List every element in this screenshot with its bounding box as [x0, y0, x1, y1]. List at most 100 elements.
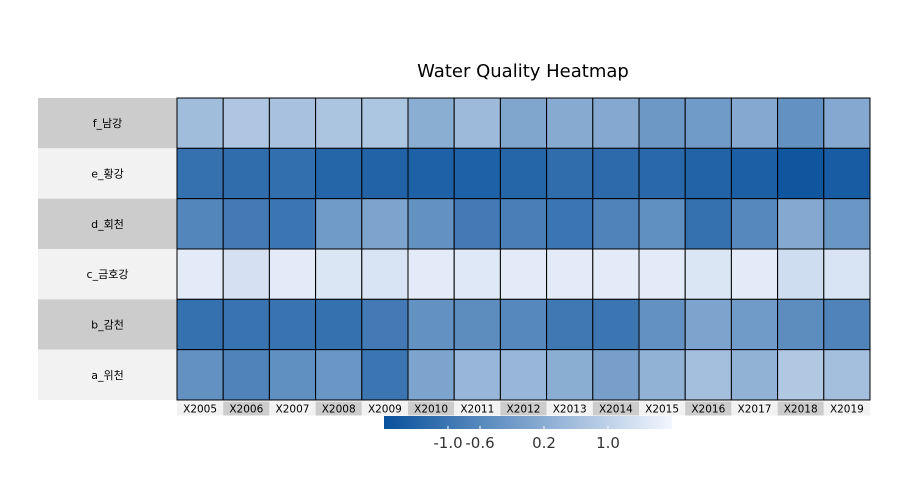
- heatmap-cell: [638, 198, 686, 250]
- heatmap-cell: [684, 349, 732, 401]
- heatmap-cell: [592, 248, 640, 300]
- heatmap-cell: [407, 198, 455, 250]
- heatmap-cell: [777, 97, 825, 149]
- column-label-bg: [361, 401, 408, 416]
- heatmap-cell: [453, 248, 501, 300]
- heatmap-cell: [777, 349, 825, 401]
- heatmap-cell: [453, 147, 501, 200]
- heatmap-cell: [499, 198, 548, 250]
- column-label-bg: [500, 401, 547, 416]
- column-label-bg: [731, 401, 778, 416]
- heatmap-cell: [592, 298, 640, 351]
- column-label: X2008: [322, 403, 356, 415]
- heatmap-cell: [730, 198, 779, 250]
- column-label: X2009: [368, 403, 402, 415]
- row-label-bg: [38, 349, 177, 400]
- column-label: X2014: [599, 403, 633, 415]
- heatmap-cell: [268, 198, 317, 250]
- heatmap-cell: [592, 349, 640, 401]
- row-labels: f_남강 e_황강 d_회천 c_금호강 b_감천 a_위천: [38, 98, 177, 400]
- heatmap-cell: [730, 298, 779, 351]
- heatmap-cell: [684, 298, 732, 351]
- heatmap-cell: [777, 198, 825, 250]
- heatmap-cell: [176, 198, 224, 250]
- heatmap-cell: [176, 298, 224, 351]
- heatmap-cell: [823, 349, 871, 401]
- heatmap-cell: [315, 298, 363, 351]
- heatmap-cell: [453, 97, 501, 149]
- heatmap-cell: [407, 248, 455, 300]
- heatmap-cell: [407, 97, 455, 149]
- column-labels: X2005 X2006 X2007 X2008 X2009 X2010 X2011 X2012…: [177, 401, 870, 416]
- heatmap-cell: [176, 147, 224, 200]
- heatmap-cell: [407, 349, 455, 401]
- row-label: e_황강: [91, 167, 124, 180]
- heatmap-cell: [638, 298, 686, 351]
- row-label-bg: [38, 299, 177, 350]
- column-label-bg: [592, 401, 639, 416]
- heatmap-cell: [499, 349, 548, 401]
- heatmap-cell: [361, 147, 409, 200]
- row-label: d_회천: [91, 217, 124, 231]
- column-label: X2015: [645, 403, 679, 415]
- heatmap-cell: [268, 349, 317, 401]
- heatmap-cell: [638, 349, 686, 401]
- heatmap-cell: [823, 198, 871, 250]
- heatmap-cell: [176, 349, 224, 401]
- heatmap-cell: [499, 97, 548, 149]
- heatmap-cell: [546, 298, 594, 351]
- column-label-bg: [269, 401, 316, 416]
- heatmap-cell: [268, 147, 317, 200]
- column-label: X2007: [276, 403, 310, 415]
- heatmap-cell: [546, 349, 594, 401]
- heatmap-cell: [361, 298, 409, 351]
- column-label: X2019: [830, 403, 864, 415]
- heatmap-cell: [823, 147, 871, 200]
- heatmap-cells: [176, 97, 871, 401]
- heatmap-cell: [684, 97, 732, 149]
- heatmap-cell: [499, 147, 548, 200]
- heatmap-cell: [823, 97, 871, 149]
- row-label: c_금호강: [87, 268, 129, 281]
- column-label-bg: [223, 401, 270, 416]
- heatmap-cell: [315, 248, 363, 300]
- heatmap-cell: [222, 198, 270, 250]
- column-label: X2006: [229, 403, 263, 415]
- row-label: b_감천: [91, 317, 124, 331]
- heatmap-cell: [361, 97, 409, 149]
- column-label-bg: [823, 401, 870, 416]
- heatmap-cell: [730, 248, 779, 300]
- heatmap-cell: [730, 97, 779, 149]
- heatmap-cell: [730, 147, 779, 200]
- heatmap-cell: [546, 147, 594, 200]
- heatmap-cell: [823, 298, 871, 351]
- heatmap-cell: [222, 248, 270, 300]
- column-label: X2017: [738, 403, 772, 415]
- column-label-bg: [177, 401, 224, 416]
- row-label-bg: [38, 98, 177, 149]
- heatmap-cell: [777, 298, 825, 351]
- heatmap-cell: [407, 298, 455, 351]
- row-label-bg: [38, 148, 177, 199]
- heatmap-cell: [222, 147, 270, 200]
- heatmap-cell: [268, 248, 317, 300]
- heatmap-cell: [176, 97, 224, 149]
- heatmap-cell: [222, 298, 270, 351]
- column-label-bg: [315, 401, 362, 416]
- heatmap-cell: [222, 349, 270, 401]
- colorbar-gradient: [384, 416, 672, 429]
- row-label-bg: [38, 248, 177, 300]
- column-label-bg: [777, 401, 824, 416]
- column-label: X2012: [507, 403, 541, 415]
- heatmap-cell: [546, 97, 594, 149]
- row-label-bg: [38, 198, 177, 249]
- heatmap-cell: [315, 147, 363, 200]
- heatmap-cell: [361, 349, 409, 401]
- heatmap-cell: [638, 147, 686, 200]
- heatmap-cell: [638, 248, 686, 300]
- heatmap-cell: [499, 298, 548, 351]
- colorbar-tick-label: -0.6: [465, 434, 494, 452]
- column-label-bg: [454, 401, 501, 416]
- column-label: X2013: [553, 403, 587, 415]
- heatmap-cell: [777, 147, 825, 200]
